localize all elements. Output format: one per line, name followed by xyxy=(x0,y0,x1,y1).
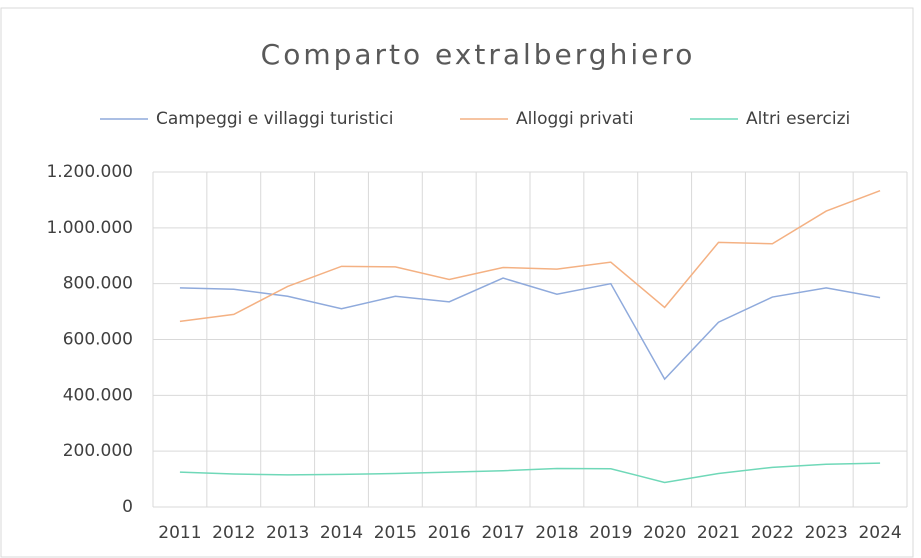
x-tick-label: 2016 xyxy=(428,523,471,543)
legend-label: Altri esercizi xyxy=(746,109,850,129)
x-tick-label: 2018 xyxy=(535,523,578,543)
y-tick-label: 600.000 xyxy=(63,330,133,350)
y-tick-label: 400.000 xyxy=(63,385,133,405)
x-tick-label: 2021 xyxy=(697,523,740,543)
y-tick-label: 1.200.000 xyxy=(46,162,133,182)
y-tick-label: 200.000 xyxy=(63,441,133,461)
x-tick-label: 2022 xyxy=(751,523,794,543)
x-tick-label: 2024 xyxy=(858,523,901,543)
y-tick-label: 0 xyxy=(122,497,133,517)
x-tick-label: 2019 xyxy=(589,523,632,543)
legend-label: Campeggi e villaggi turistici xyxy=(156,109,394,129)
x-tick-label: 2020 xyxy=(643,523,686,543)
chart-frame xyxy=(0,7,914,558)
y-tick-label: 1.000.000 xyxy=(46,218,133,238)
chart-title: Comparto extralberghiero xyxy=(261,38,696,71)
series-line xyxy=(179,190,881,323)
series-line xyxy=(179,462,881,484)
x-tick-label: 2014 xyxy=(320,523,363,543)
x-tick-label: 2013 xyxy=(266,523,309,543)
x-tick-label: 2011 xyxy=(158,523,201,543)
x-tick-label: 2017 xyxy=(481,523,524,543)
legend-label: Alloggi privati xyxy=(516,109,634,129)
series-line xyxy=(179,277,881,381)
x-tick-label: 2023 xyxy=(805,523,848,543)
x-tick-label: 2015 xyxy=(374,523,417,543)
x-tick-label: 2012 xyxy=(212,523,255,543)
y-tick-label: 800.000 xyxy=(63,274,133,294)
